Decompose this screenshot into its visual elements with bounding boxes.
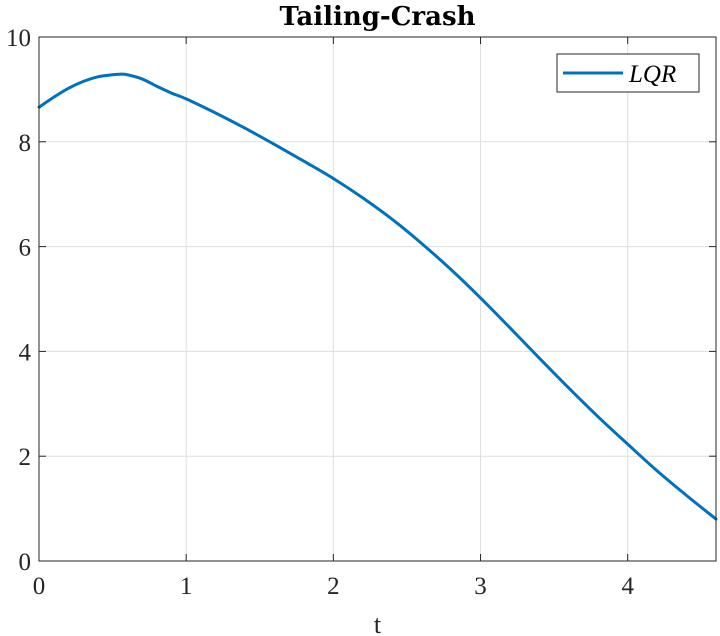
x-tick-label: 1 (180, 573, 193, 600)
series-layer (37, 72, 718, 521)
chart-title: Tailing-Crash (280, 2, 476, 32)
grid-lines (39, 37, 716, 561)
legend-entry-label: LQR (628, 61, 676, 88)
x-tick-label: 3 (474, 573, 487, 600)
y-tick-label: 0 (19, 549, 32, 576)
y-tick-label: 10 (6, 25, 31, 52)
plot-area (39, 37, 716, 561)
y-tick-label: 6 (19, 235, 32, 262)
y-tick-label: 2 (19, 444, 32, 471)
x-tick-label: 0 (33, 573, 46, 600)
y-tick-label: 8 (19, 130, 32, 157)
x-tick-label: 2 (327, 573, 340, 600)
x-axis-label: t (374, 610, 382, 636)
x-tick-label: 4 (621, 573, 634, 600)
y-tick-label: 4 (19, 339, 32, 366)
legend: LQR (556, 53, 700, 93)
series-line-lqr (37, 72, 718, 521)
axis-ticks: 0 1 2 3 4 0 2 4 6 8 10 (6, 25, 716, 600)
plot-border (38, 36, 717, 562)
